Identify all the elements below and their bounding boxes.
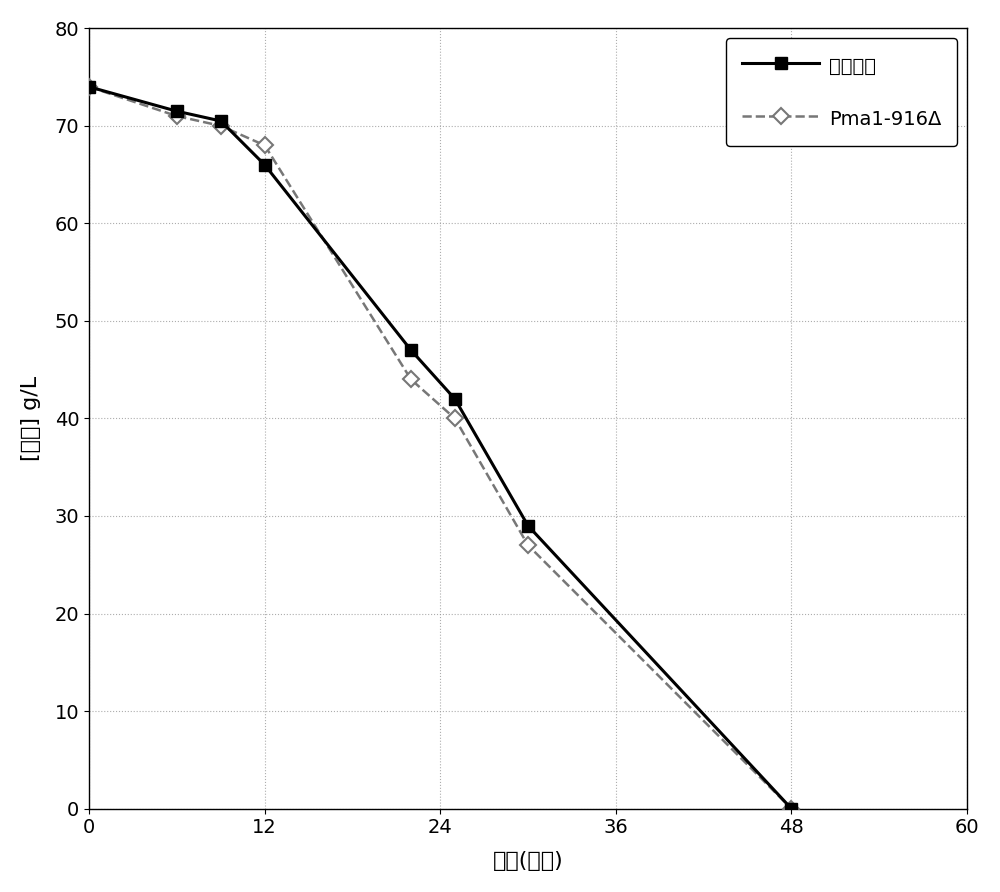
Pma1-916Δ — [449, 413, 461, 424]
X-axis label: 时间(小时): 时间(小时) — [493, 851, 563, 871]
Pma1-916Δ — [83, 81, 95, 92]
阴性对照 — [171, 106, 183, 117]
Legend: 阴性对照, Pma1-916Δ: 阴性对照, Pma1-916Δ — [726, 38, 957, 145]
阴性对照 — [449, 393, 461, 404]
Pma1-916Δ — [215, 120, 227, 131]
阴性对照 — [785, 803, 797, 814]
Pma1-916Δ — [522, 540, 534, 550]
Pma1-916Δ — [171, 111, 183, 121]
Line: Pma1-916Δ: Pma1-916Δ — [84, 81, 797, 814]
Line: 阴性对照: 阴性对照 — [84, 81, 797, 814]
阴性对照 — [522, 520, 534, 531]
阴性对照 — [405, 345, 417, 356]
阴性对照 — [259, 160, 271, 170]
Pma1-916Δ — [405, 374, 417, 384]
Pma1-916Δ — [259, 140, 271, 151]
阴性对照 — [215, 116, 227, 127]
阴性对照 — [83, 81, 95, 92]
Pma1-916Δ — [785, 803, 797, 814]
Y-axis label: [乳糖] g/L: [乳糖] g/L — [21, 376, 41, 461]
